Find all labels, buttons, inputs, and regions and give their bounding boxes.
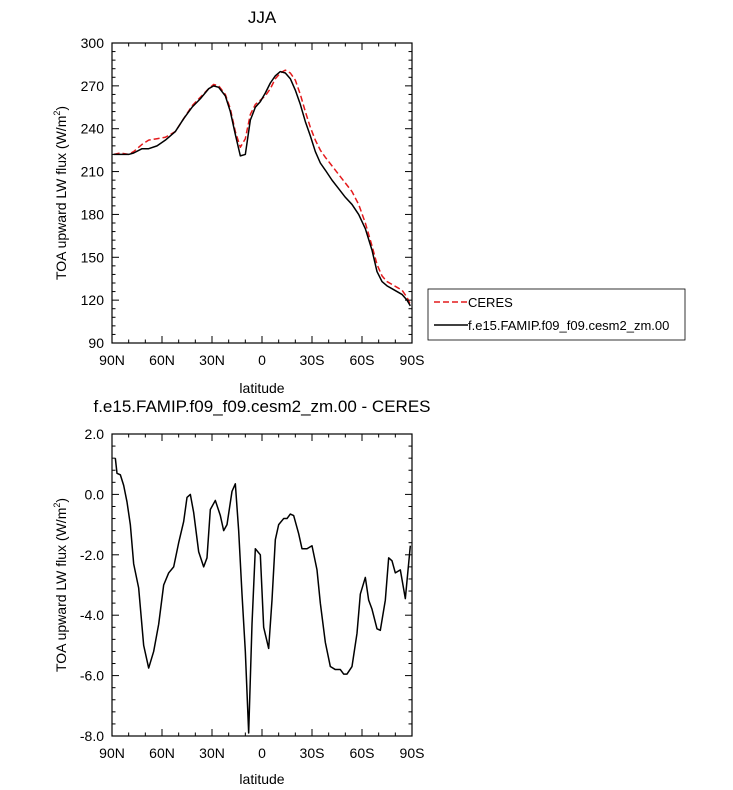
top-ytick-labels: 90 120 150 180 210 240 270 300: [81, 35, 105, 351]
bottom-x-axis-label: latitude: [239, 771, 284, 787]
top-plot-area: [111, 42, 413, 344]
top-xtick-label: 30S: [300, 352, 325, 368]
top-ytick-label: 210: [81, 164, 105, 180]
top-y-axis-label-sup: 2: [52, 111, 62, 116]
bottom-ytick-label: -2.0: [80, 547, 104, 563]
top-xtick-label: 90S: [400, 352, 425, 368]
top-y-axis-label: TOA upward LW flux (W/m2): [52, 106, 69, 280]
bottom-ytick-label: -8.0: [80, 728, 104, 744]
top-series-line-1: [113, 70, 411, 307]
bottom-y-axis-label-sup: 2: [52, 503, 62, 508]
top-xtick-label: 90N: [99, 352, 125, 368]
top-xtick-label: 60N: [149, 352, 175, 368]
top-x-axis-label: latitude: [239, 380, 284, 396]
bottom-ticks-group: [111, 433, 413, 737]
legend-label-ceres: CERES: [468, 295, 513, 310]
bottom-ytick-label: 0.0: [85, 486, 105, 502]
bottom-xtick-label: 60N: [149, 745, 175, 761]
top-ytick-label: 90: [88, 335, 104, 351]
top-panel: JJA 90 120 150 180 210 240 270 300 90N 60N 30N 0 30…: [52, 8, 686, 396]
bottom-y-axis-label: TOA upward LW flux (W/m2): [52, 498, 69, 672]
top-xtick-labels: 90N 60N 30N 0 30S 60S 90S: [99, 352, 424, 368]
top-y-axis-label-tail: ): [53, 106, 69, 111]
top-ytick-label: 120: [81, 292, 105, 308]
bottom-xtick-label: 0: [258, 745, 266, 761]
top-ytick-label: 150: [81, 249, 105, 265]
top-series-group: [113, 69, 412, 307]
bottom-xtick-labels: 90N 60N 30N 0 30S 60S 90S: [99, 745, 424, 761]
top-ytick-label: 270: [81, 78, 105, 94]
bottom-xtick-label: 90S: [400, 745, 425, 761]
top-xtick-label: 30N: [199, 352, 225, 368]
legend-box: [427, 288, 686, 341]
top-y-axis-label-main: TOA upward LW flux (W/m: [53, 116, 69, 280]
bottom-series-group: [114, 458, 412, 734]
bottom-plot-area: [111, 433, 413, 737]
bottom-y-axis-label-main: TOA upward LW flux (W/m: [53, 508, 69, 672]
bottom-chart-title: f.e15.FAMIP.f09_f09.cesm2_zm.00 - CERES: [93, 397, 430, 416]
top-ytick-label: 180: [81, 206, 105, 222]
bottom-y-axis-label-tail: ): [53, 498, 69, 503]
bottom-ytick-label: -6.0: [80, 668, 104, 684]
bottom-series-line-0: [114, 458, 412, 734]
bottom-xtick-label: 60S: [350, 745, 375, 761]
top-xtick-label: 0: [258, 352, 266, 368]
top-series-line-0: [113, 69, 412, 305]
top-ticks-group: [111, 42, 413, 344]
bottom-xtick-label: 90N: [99, 745, 125, 761]
legend: CERES f.e15.FAMIP.f09_f09.cesm2_zm.00: [427, 288, 686, 341]
bottom-panel: f.e15.FAMIP.f09_f09.cesm2_zm.00 - CERES …: [52, 397, 431, 787]
bottom-ytick-label: -4.0: [80, 607, 104, 623]
top-plot-frame: [111, 42, 413, 344]
top-xtick-label: 60S: [350, 352, 375, 368]
top-ytick-label: 240: [81, 121, 105, 137]
top-chart-title: JJA: [248, 8, 277, 27]
bottom-ytick-label: 2.0: [85, 426, 105, 442]
top-ytick-label: 300: [81, 35, 105, 51]
bottom-xtick-label: 30S: [300, 745, 325, 761]
bottom-ytick-labels: 2.0 0.0 -2.0 -4.0 -6.0 -8.0: [80, 426, 104, 744]
legend-label-model: f.e15.FAMIP.f09_f09.cesm2_zm.00: [468, 318, 669, 333]
bottom-xtick-label: 30N: [199, 745, 225, 761]
